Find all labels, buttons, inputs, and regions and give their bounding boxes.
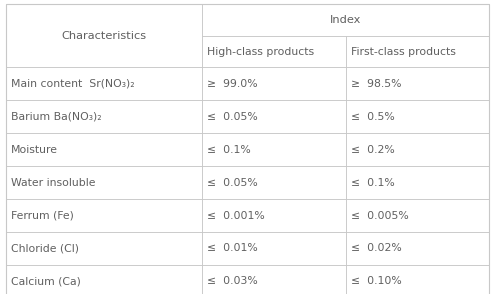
Text: Moisture: Moisture: [11, 145, 58, 155]
Text: ≤  0.02%: ≤ 0.02%: [350, 243, 401, 253]
Bar: [201, 265, 346, 294]
Text: High-class products: High-class products: [206, 46, 314, 57]
Text: ≤  0.001%: ≤ 0.001%: [206, 211, 264, 220]
Text: Index: Index: [330, 15, 361, 25]
Bar: [346, 100, 489, 133]
Bar: [201, 100, 346, 133]
Bar: [201, 36, 346, 67]
Bar: [346, 166, 489, 199]
Text: ≥  99.0%: ≥ 99.0%: [206, 79, 257, 89]
Text: Main content  Sr(NO₃)₂: Main content Sr(NO₃)₂: [11, 79, 135, 89]
Text: Ferrum (Fe): Ferrum (Fe): [11, 211, 74, 220]
Bar: [6, 199, 201, 232]
Bar: [201, 4, 489, 36]
Text: Barium Ba(NO₃)₂: Barium Ba(NO₃)₂: [11, 112, 101, 122]
Text: ≤  0.1%: ≤ 0.1%: [206, 145, 250, 155]
Bar: [6, 265, 201, 294]
Bar: [201, 232, 346, 265]
Text: ≤  0.005%: ≤ 0.005%: [350, 211, 408, 220]
Bar: [346, 232, 489, 265]
Bar: [346, 265, 489, 294]
Text: ≤  0.10%: ≤ 0.10%: [350, 276, 401, 286]
Bar: [201, 199, 346, 232]
Bar: [201, 166, 346, 199]
Bar: [6, 133, 201, 166]
Bar: [6, 4, 201, 67]
Bar: [201, 133, 346, 166]
Text: First-class products: First-class products: [350, 46, 455, 57]
Text: ≥  98.5%: ≥ 98.5%: [350, 79, 401, 89]
Text: ≤  0.05%: ≤ 0.05%: [206, 112, 257, 122]
Bar: [6, 166, 201, 199]
Bar: [6, 100, 201, 133]
Text: ≤  0.05%: ≤ 0.05%: [206, 178, 257, 188]
Text: Characteristics: Characteristics: [61, 31, 147, 41]
Text: ≤  0.03%: ≤ 0.03%: [206, 276, 257, 286]
Text: ≤  0.1%: ≤ 0.1%: [350, 178, 395, 188]
Bar: [346, 67, 489, 100]
Text: Chloride (Cl): Chloride (Cl): [11, 243, 79, 253]
Text: ≤  0.01%: ≤ 0.01%: [206, 243, 257, 253]
Text: ≤  0.2%: ≤ 0.2%: [350, 145, 395, 155]
Bar: [346, 133, 489, 166]
Text: Calcium (Ca): Calcium (Ca): [11, 276, 81, 286]
Bar: [346, 36, 489, 67]
Bar: [346, 199, 489, 232]
Text: Water insoluble: Water insoluble: [11, 178, 96, 188]
Text: ≤  0.5%: ≤ 0.5%: [350, 112, 395, 122]
Bar: [6, 67, 201, 100]
Bar: [6, 232, 201, 265]
Bar: [201, 67, 346, 100]
